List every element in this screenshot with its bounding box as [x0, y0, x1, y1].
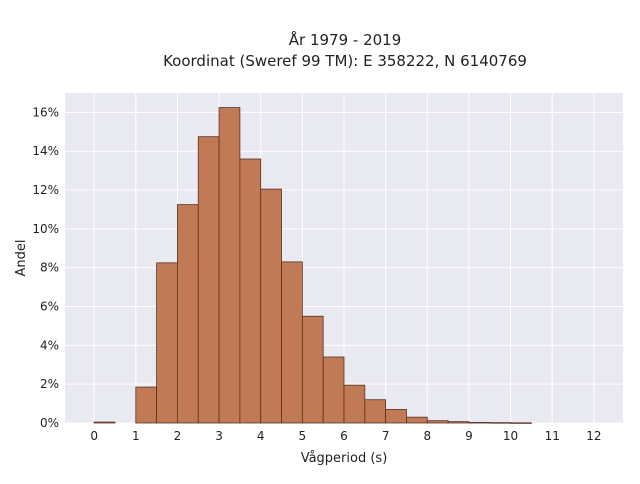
y-tick-label: 14% — [32, 144, 59, 158]
x-tick-label: 7 — [382, 429, 390, 443]
y-tick-label: 12% — [32, 183, 59, 197]
x-tick-label: 5 — [299, 429, 307, 443]
x-tick-label: 6 — [340, 429, 348, 443]
histogram-bar — [301, 315, 324, 424]
y-tick-label: 6% — [40, 300, 59, 314]
histogram-bar — [239, 158, 262, 424]
x-axis-label: Vågperiod (s) — [301, 451, 388, 466]
histogram-bar — [510, 422, 532, 424]
x-tick-label: 10 — [503, 429, 518, 443]
x-tick-label: 9 — [465, 429, 473, 443]
x-tick-label: 8 — [423, 429, 431, 443]
x-tick-label: 2 — [174, 429, 182, 443]
y-tick-label: 2% — [40, 377, 59, 391]
histogram-bar — [135, 386, 158, 424]
histogram-bar — [197, 136, 220, 424]
y-tick-label: 10% — [32, 222, 59, 236]
y-axis-ticks: 0% 2% 4% 6% 8% 10% 12% 14% 16% — [32, 105, 59, 430]
x-tick-label: 0 — [90, 429, 98, 443]
x-tick-label: 3 — [215, 429, 223, 443]
histogram-bar — [447, 421, 470, 424]
histogram-bars — [93, 107, 532, 424]
histogram-bar — [489, 422, 511, 424]
histogram-bar — [281, 261, 303, 424]
x-tick-label: 1 — [132, 429, 140, 443]
x-tick-label: 11 — [545, 429, 560, 443]
histogram-bar — [93, 421, 116, 424]
histogram-bar — [260, 188, 282, 424]
histogram-bar — [177, 204, 199, 424]
x-tick-label: 12 — [586, 429, 601, 443]
y-tick-label: 0% — [40, 416, 59, 430]
histogram-bar — [426, 420, 449, 424]
histogram-bar — [468, 422, 491, 424]
histogram-bar — [406, 416, 428, 424]
histogram-bar — [218, 107, 241, 424]
histogram-bar — [322, 356, 345, 424]
y-tick-label: 4% — [40, 338, 59, 352]
x-axis-ticks: 0 1 2 3 4 5 6 7 8 9 10 11 12 — [90, 429, 601, 443]
histogram-bar — [156, 262, 178, 424]
histogram-bar — [343, 384, 366, 424]
histogram-bar — [385, 409, 407, 424]
x-tick-label: 4 — [257, 429, 265, 443]
histogram-bar — [364, 399, 387, 424]
y-axis-label: Andel — [14, 240, 29, 277]
chart-title-line-1: År 1979 - 2019 — [289, 30, 402, 49]
y-tick-label: 8% — [40, 261, 59, 275]
y-tick-label: 16% — [32, 105, 59, 119]
chart-title-line-2: Koordinat (Sweref 99 TM): E 358222, N 61… — [163, 52, 527, 70]
